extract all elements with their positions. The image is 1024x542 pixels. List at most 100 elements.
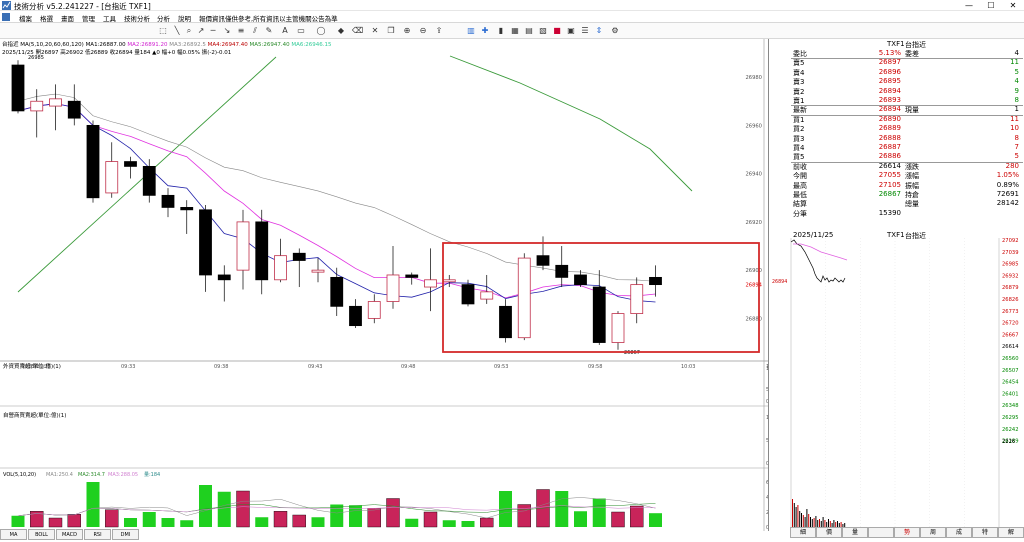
candle[interactable] [536,236,550,271]
candle[interactable] [405,272,419,285]
tab-week[interactable]: 周 [920,527,946,538]
volume-bar[interactable] [67,514,81,528]
menu-view[interactable]: 畫面 [61,15,74,23]
candle[interactable] [330,267,344,316]
volume-bar[interactable] [330,504,344,528]
volume-bar[interactable] [311,517,325,527]
candle[interactable] [217,265,231,302]
rect-icon[interactable]: ▭ [297,26,305,35]
candle[interactable] [30,89,44,138]
candle[interactable] [592,270,606,345]
tab-price[interactable]: 價 [816,527,842,538]
export-icon[interactable]: ⇪ [435,26,443,35]
candle[interactable] [292,248,306,288]
crosshair-icon[interactable]: ✚ [481,26,489,35]
volume-bar[interactable] [574,511,587,527]
candle[interactable] [142,159,156,203]
volume-bar[interactable] [480,517,494,528]
bar-chart-icon[interactable]: ▦ [511,26,519,35]
volume-bar[interactable] [142,512,156,527]
menu-tools[interactable]: 工具 [103,15,116,23]
volume-bar[interactable] [48,517,63,528]
tab-explain[interactable]: 解 [998,527,1024,538]
volume-bar[interactable] [611,511,625,528]
candle[interactable] [442,274,456,288]
volume-bar[interactable] [161,518,175,527]
layout-icon[interactable]: ▧ [539,26,547,35]
box-icon[interactable]: ▣ [567,26,575,35]
menu-file[interactable]: 檔案 [19,15,32,23]
candle[interactable] [199,205,212,292]
candle[interactable] [49,84,62,131]
eraser-icon[interactable]: ⌫ [352,26,364,35]
candle[interactable] [461,279,475,307]
candle[interactable] [649,265,662,297]
volume-bar[interactable] [105,509,119,528]
text-icon[interactable]: A [282,26,288,35]
candle[interactable] [424,248,437,312]
tab-deal[interactable]: 成 [946,527,972,538]
candle[interactable] [274,238,287,283]
volume-bar[interactable] [630,505,644,528]
candle[interactable] [367,294,381,324]
volume-bar[interactable] [461,521,475,527]
channel-icon[interactable]: ⫽ [253,26,257,35]
minimize-button[interactable]: — [965,1,973,10]
volume-bar[interactable] [649,513,662,527]
trend-icon[interactable]: ↗ [197,26,205,35]
candle-icon[interactable]: ▮ [498,26,504,35]
pen-icon[interactable]: ✎ [265,26,273,35]
highlight-box[interactable] [442,242,760,353]
menu-manage[interactable]: 管理 [82,15,95,23]
candle[interactable] [124,156,137,179]
candle[interactable] [11,60,25,114]
candle[interactable] [480,274,494,304]
tab-rsi[interactable]: RSI [84,529,111,540]
candle[interactable] [574,270,587,288]
system-menu-icon[interactable] [2,13,10,21]
price-chart[interactable]: 26980 26960 26940 26920 26900 26880 26894 2025/… [0,39,768,531]
menu-analysis[interactable]: 分析 [157,15,170,23]
grid-icon[interactable]: ▤ [525,26,533,35]
scale-icon[interactable]: ⇕ [595,26,603,35]
volume-bar[interactable] [405,518,419,527]
candle[interactable] [180,200,194,234]
volume-bar[interactable] [273,511,288,528]
tab-trend[interactable]: 勢 [894,527,920,538]
zoom-in-icon[interactable]: ⊕ [403,26,411,35]
tab-ma[interactable]: MA [0,529,27,540]
tab-volume[interactable]: 量 [842,527,868,538]
candle[interactable] [555,246,569,288]
volume-bar[interactable] [386,498,400,528]
zoom-out-icon[interactable]: ⊖ [419,26,427,35]
menu-help[interactable]: 說明 [178,15,191,23]
delete-icon[interactable]: ✕ [371,26,379,35]
fib-icon[interactable]: ≡ [237,26,245,35]
volume-bar[interactable] [30,511,44,528]
candle[interactable] [161,188,175,218]
volume-bar[interactable] [255,517,269,527]
volume-bar[interactable] [86,482,100,527]
candle[interactable] [386,246,400,309]
candle[interactable] [611,311,625,350]
hline-icon[interactable]: ─ [210,26,216,35]
tab-boll[interactable]: BOLL [28,529,55,540]
tab-dmi[interactable]: DMI [112,529,139,540]
candle[interactable] [105,142,119,198]
candle[interactable] [630,277,644,324]
ellipse-icon[interactable]: ◯ [316,26,326,35]
maximize-button[interactable]: ☐ [987,1,995,10]
arrow-icon[interactable]: ↘ [223,26,231,35]
volume-bar[interactable] [199,485,212,527]
volume-bar[interactable] [367,508,381,528]
candle[interactable] [349,299,362,329]
candle[interactable] [236,209,250,290]
volume-bar[interactable] [124,518,137,527]
marker-icon[interactable]: ◆ [337,26,345,35]
volume-bar[interactable] [592,498,606,528]
settings-icon[interactable]: ⚙ [611,26,619,35]
volume-bar[interactable] [180,520,194,527]
candle[interactable] [499,299,512,343]
volume-bar[interactable] [423,511,438,528]
menu-format[interactable]: 格選 [40,15,53,23]
